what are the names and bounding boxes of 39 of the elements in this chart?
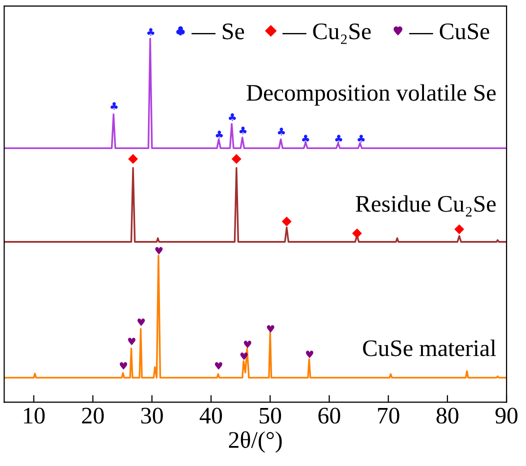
legend-label: — Se: [192, 23, 244, 40]
x-axis-title: 2θ/(°): [228, 431, 282, 453]
point: [266, 325, 274, 333]
point: [454, 224, 464, 234]
point: [228, 113, 236, 121]
point: [306, 350, 314, 358]
point: [240, 352, 248, 360]
point: [278, 128, 285, 136]
point: [128, 338, 136, 346]
legend-label: — CuSe: [409, 23, 490, 40]
x-tick-label: 90: [495, 408, 518, 424]
point: [244, 340, 252, 348]
point: [232, 154, 242, 164]
x-tick-label: 60: [318, 408, 340, 424]
x-tick-label: 80: [436, 408, 458, 424]
point: [155, 246, 163, 255]
point: [110, 102, 118, 110]
x-tick-label: 30: [141, 408, 163, 424]
x-tick-label: 70: [378, 408, 400, 424]
point: [120, 362, 128, 370]
x-tick-label: 20: [82, 408, 104, 424]
point: [239, 126, 247, 134]
point: [214, 362, 222, 370]
x-tick-label: 10: [24, 408, 45, 424]
point: [335, 134, 342, 142]
point: [216, 130, 223, 138]
point: [352, 228, 362, 238]
point: [358, 134, 365, 142]
point: [302, 134, 310, 142]
point: [137, 318, 145, 326]
point: [282, 216, 292, 226]
legend-label: — Cu₂Se: [282, 23, 371, 44]
annotation: CuSe material: [363, 340, 496, 356]
annotation: Decomposition volatile Se: [246, 84, 496, 106]
x-tick-label: 40: [200, 408, 222, 424]
x-tick-label: 50: [260, 408, 282, 424]
point: [128, 154, 138, 164]
annotation: Residue Cu₂Se: [356, 195, 496, 216]
point: [147, 28, 154, 36]
